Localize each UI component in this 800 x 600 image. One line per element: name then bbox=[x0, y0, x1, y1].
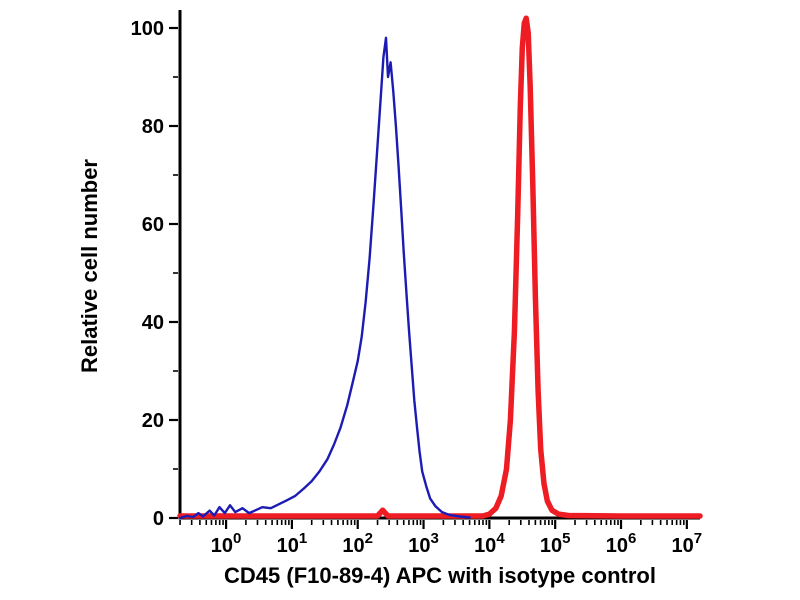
x-tick-label: 103 bbox=[408, 530, 439, 557]
x-tick-label: 105 bbox=[540, 530, 571, 557]
x-tick-label: 100 bbox=[211, 530, 242, 557]
cd45-apc-curve bbox=[177, 15, 703, 519]
y-tick-label: 80 bbox=[142, 116, 164, 138]
x-axis-title: CD45 (F10-89-4) APC with isotype control bbox=[224, 563, 656, 588]
y-axis-title: Relative cell number bbox=[77, 159, 102, 373]
x-tick-label: 101 bbox=[277, 530, 308, 557]
y-tick-label: 40 bbox=[142, 312, 164, 334]
x-tick-label: 106 bbox=[606, 530, 637, 557]
x-tick-label: 107 bbox=[672, 530, 703, 557]
y-tick-label: 0 bbox=[153, 508, 164, 530]
y-tick-label: 60 bbox=[142, 214, 164, 236]
chart-layer: 100 101 102 103 104 105 106 107 0 20 40 60 80 100 bbox=[131, 10, 703, 557]
isotype-control-curve bbox=[178, 36, 471, 520]
x-tick-label: 104 bbox=[474, 530, 505, 557]
x-tick-label: 102 bbox=[342, 530, 373, 557]
y-tick-label: 20 bbox=[142, 410, 164, 432]
y-tick-label: 100 bbox=[131, 18, 164, 40]
